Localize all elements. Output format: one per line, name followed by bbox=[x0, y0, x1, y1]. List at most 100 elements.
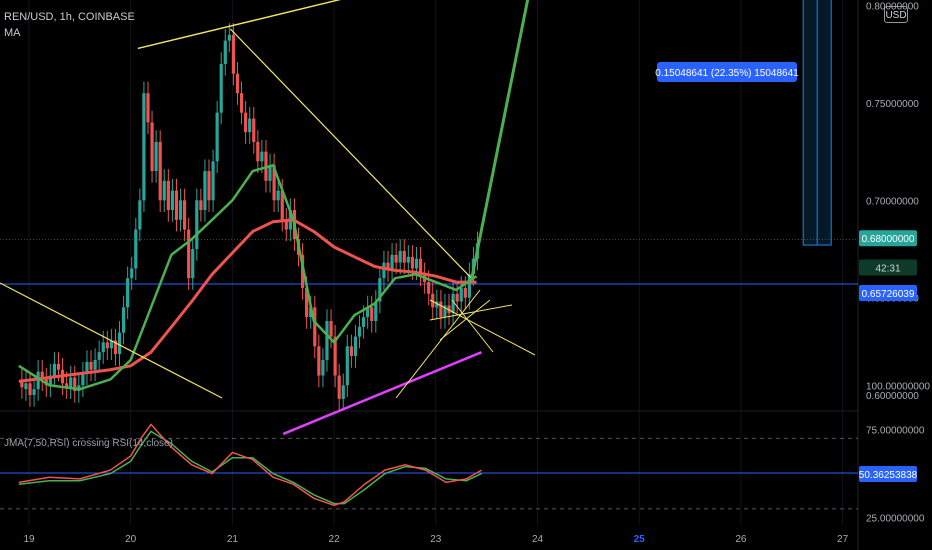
wedge-line-b bbox=[429, 304, 513, 321]
osc-tick: 100.00000000 bbox=[866, 382, 930, 393]
candle bbox=[207, 171, 211, 201]
candle bbox=[121, 307, 126, 333]
time-tick: 25 bbox=[634, 534, 646, 545]
wedge-line-e bbox=[451, 299, 494, 353]
candle bbox=[337, 375, 341, 399]
candle bbox=[431, 293, 435, 308]
candles bbox=[20, 23, 480, 411]
candle bbox=[130, 268, 134, 279]
candle bbox=[361, 317, 366, 327]
candle bbox=[443, 305, 447, 318]
price-tag-current-bg bbox=[859, 230, 917, 247]
candle bbox=[390, 254, 394, 271]
candle bbox=[105, 342, 109, 349]
candle bbox=[467, 274, 471, 298]
candle bbox=[268, 165, 272, 181]
currency-button[interactable]: USD bbox=[884, 6, 908, 23]
candle bbox=[97, 352, 101, 360]
upper-trendline bbox=[137, 0, 342, 50]
candle bbox=[325, 321, 329, 360]
candle bbox=[178, 200, 183, 220]
candle bbox=[191, 248, 195, 279]
grid bbox=[0, 0, 859, 550]
candle bbox=[235, 73, 240, 94]
time-axis[interactable]: 19 20 21 22 23 24 25 26 27 bbox=[23, 534, 848, 545]
candle bbox=[244, 112, 248, 133]
osc-tick: 25.00000000 bbox=[866, 514, 925, 525]
moving-averages bbox=[18, 164, 478, 391]
candle bbox=[65, 383, 69, 388]
target-arrow-shaft bbox=[469, 0, 530, 282]
time-tick: 27 bbox=[837, 534, 849, 545]
candle bbox=[455, 293, 459, 302]
symbol-title: REN/USD, 1h, COINBASE bbox=[4, 11, 135, 23]
candle bbox=[223, 40, 227, 65]
candle bbox=[134, 229, 138, 269]
candle bbox=[174, 190, 179, 220]
measure-label-text: 0.15048641 (22.35%) 15048641 bbox=[655, 68, 799, 79]
candle bbox=[73, 377, 77, 392]
candle bbox=[138, 200, 142, 230]
candle bbox=[170, 190, 174, 211]
price-tag-blue-text: 0.65726039 bbox=[862, 289, 915, 300]
candle bbox=[398, 250, 402, 263]
wedge-line-d bbox=[439, 299, 491, 341]
osc-value-tag-text: 50.36253838 bbox=[859, 470, 918, 481]
time-tick: 22 bbox=[329, 534, 341, 545]
candle bbox=[256, 141, 260, 162]
candle bbox=[370, 307, 374, 322]
candle bbox=[40, 371, 44, 380]
candle bbox=[427, 282, 431, 294]
time-tick: 20 bbox=[125, 534, 137, 545]
candle bbox=[231, 34, 236, 74]
time-tick: 23 bbox=[430, 534, 442, 545]
osc-value-tag: 50.36253838 bbox=[859, 466, 918, 482]
oscillator-label: JMA(7,50,RSI) crossing RSI(14,close) bbox=[4, 438, 173, 449]
candle bbox=[366, 307, 370, 318]
candle bbox=[313, 307, 317, 347]
candle bbox=[439, 301, 443, 318]
candle bbox=[451, 293, 455, 314]
candle bbox=[418, 258, 423, 275]
wedge-line-a bbox=[395, 289, 481, 399]
candle bbox=[333, 336, 337, 376]
candle bbox=[101, 342, 105, 353]
price-axis[interactable]: 0.600000000.650000000.700000000.75000000… bbox=[859, 2, 931, 525]
candle bbox=[305, 287, 309, 318]
time-tick: 19 bbox=[23, 534, 35, 545]
price-tag-blue: 0.65726039 bbox=[859, 285, 917, 302]
osc-jma-line bbox=[18, 430, 482, 505]
candle bbox=[435, 301, 439, 308]
candle bbox=[410, 256, 415, 269]
candle bbox=[349, 346, 353, 357]
candle bbox=[321, 359, 325, 376]
price-tick: 0.60000000 bbox=[866, 391, 919, 402]
left-falling-line bbox=[0, 282, 223, 399]
osc-tick: 75.00000000 bbox=[866, 426, 925, 437]
candle bbox=[142, 93, 146, 201]
candle bbox=[113, 340, 118, 355]
osc-value-tag-bg bbox=[859, 466, 917, 482]
indicator-label[interactable]: MA bbox=[4, 27, 21, 39]
candle bbox=[150, 122, 154, 172]
support-line bbox=[282, 351, 483, 436]
ma-slow-line bbox=[18, 218, 477, 383]
candle bbox=[378, 278, 382, 302]
candle bbox=[463, 287, 467, 298]
price-tick: 0.70000000 bbox=[866, 196, 919, 207]
candle bbox=[341, 385, 345, 399]
price-tag-blue-bg bbox=[859, 285, 917, 302]
ma-fast-line bbox=[18, 164, 478, 391]
drawings[interactable] bbox=[0, 0, 548, 436]
candle bbox=[203, 171, 207, 211]
price-tag-current-text: 0.68000000 bbox=[862, 234, 915, 245]
osc-rsi-line bbox=[18, 423, 482, 507]
candle bbox=[219, 64, 223, 113]
time-tick: 24 bbox=[532, 534, 544, 545]
measure-label-bg bbox=[657, 62, 797, 82]
candle bbox=[272, 165, 276, 201]
measure-label: 0.15048641 (22.35%) 15048641 bbox=[655, 62, 799, 82]
measure-box[interactable]: 0.15048641 (22.35%) 15048641 bbox=[655, 0, 832, 246]
time-tick: 21 bbox=[227, 534, 239, 545]
